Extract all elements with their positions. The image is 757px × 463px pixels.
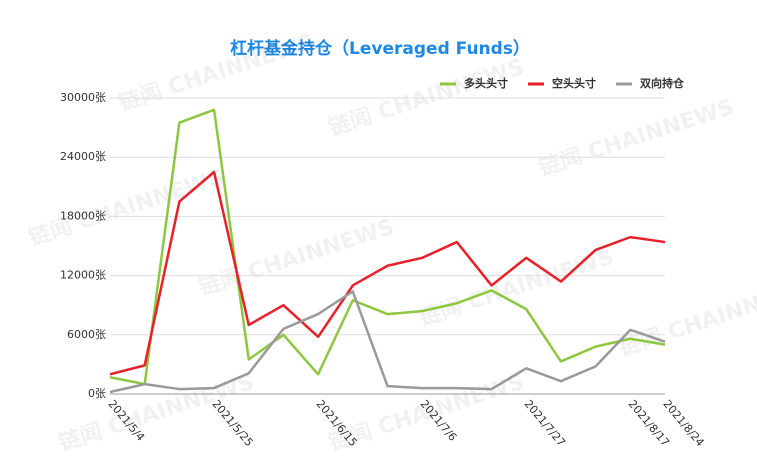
watermark: 链闻 CHAINNEWS (616, 274, 757, 362)
y-tick-label: 18000张 (60, 209, 106, 222)
watermark: 链闻 CHAINNEWS (116, 29, 317, 117)
y-tick-label: 24000张 (60, 150, 106, 163)
series-line (109, 108, 666, 386)
x-tick-label: 2021/5/25 (209, 398, 255, 450)
y-tick-label: 12000张 (60, 269, 106, 282)
watermark: 链闻 CHAINNEWS (26, 164, 227, 252)
y-tick-label: 30000张 (60, 91, 106, 104)
series-line (109, 170, 666, 376)
y-tick-label: 6000张 (67, 328, 106, 341)
legend-label: 空头头寸 (552, 76, 596, 90)
y-tick-label: 0张 (88, 387, 106, 400)
legend-label: 双向持仓 (640, 76, 685, 90)
legend-label: 多头头寸 (464, 76, 508, 90)
watermark: 链闻 CHAINNEWS (536, 94, 737, 182)
series-line (109, 290, 666, 394)
chart-title: 杠杆基金持仓（Leveraged Funds） (230, 38, 530, 59)
x-tick-label: 2021/7/27 (522, 398, 568, 450)
